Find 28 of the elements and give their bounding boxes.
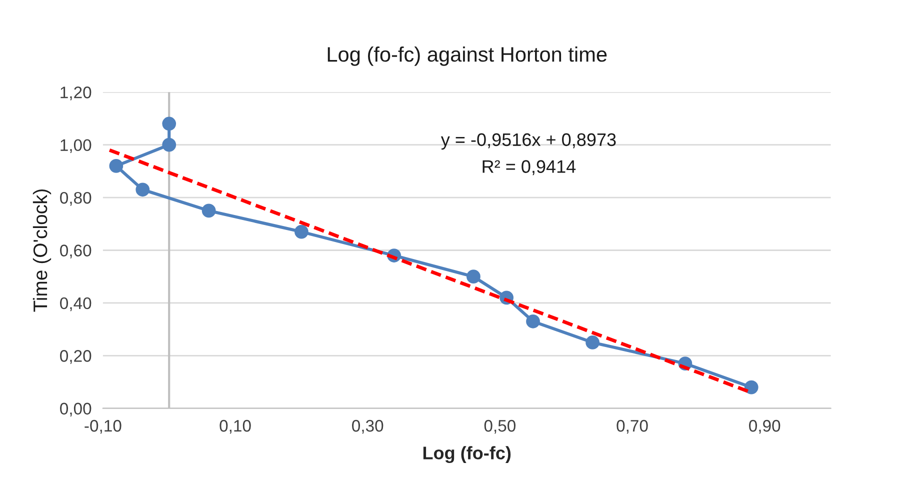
x-tick-label: 0,70: [616, 420, 648, 434]
annotation: R² = 0,9414: [482, 160, 576, 176]
y-tick-label: 0,20: [60, 350, 92, 364]
point: [162, 138, 176, 152]
x-tick-label: 0,30: [352, 420, 384, 434]
point: [744, 380, 758, 394]
point: [109, 158, 124, 173]
y-axis-title: Time (O'clock): [32, 189, 52, 312]
point: [466, 270, 480, 284]
point: [294, 224, 308, 239]
x-tick-label: -0,10: [84, 420, 122, 434]
y-tick-label: 0,40: [60, 297, 92, 312]
x-tick-label: 0,10: [220, 420, 251, 434]
y-tick-label: 1,00: [60, 139, 92, 154]
x-tick-label: 0,90: [749, 420, 780, 434]
point: [526, 314, 540, 328]
y-tick-label: 1,20: [60, 86, 92, 100]
point: [136, 182, 150, 197]
point: [162, 116, 176, 131]
x-axis-title: Log (fo-fc): [423, 446, 511, 464]
y-tick-label: 0,00: [60, 402, 92, 417]
x-tick-label: 0,50: [484, 420, 516, 434]
point: [586, 336, 600, 350]
annotation: y = -0,9516x + 0,8973: [440, 133, 616, 150]
point: [202, 204, 216, 218]
y-tick-label: 0,60: [60, 244, 92, 258]
y-tick-label: 0,80: [60, 192, 92, 206]
chart-title: Log (fo-fc) against Horton time: [328, 46, 607, 66]
